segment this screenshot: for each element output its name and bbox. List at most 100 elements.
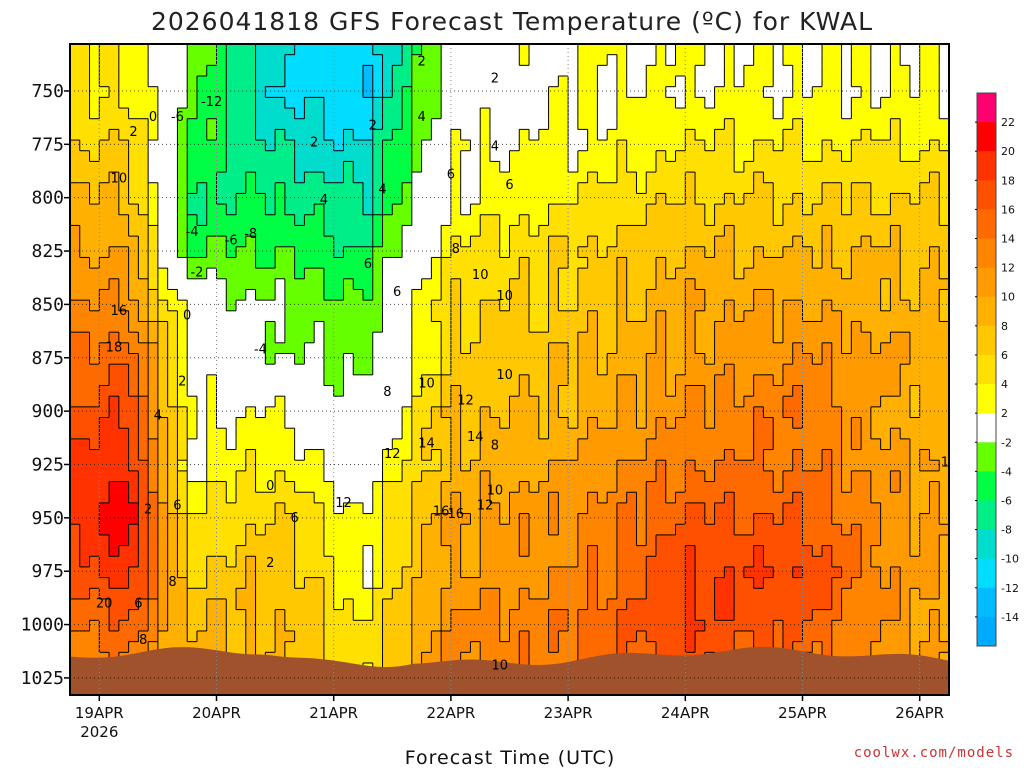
temperature-cell — [861, 374, 872, 387]
temperature-cell — [782, 374, 794, 387]
temperature-cell — [148, 598, 159, 611]
temperature-cell — [450, 556, 462, 568]
temperature-cell — [109, 332, 120, 344]
temperature-cell — [714, 449, 725, 461]
temperature-cell — [333, 598, 345, 611]
temperature-cell — [616, 577, 628, 589]
temperature-cell — [245, 289, 257, 301]
temperature-cell — [255, 513, 266, 525]
temperature-cell — [431, 257, 442, 269]
temperature-cell — [353, 641, 364, 653]
temperature-cell — [89, 513, 100, 525]
temperature-cell — [275, 513, 286, 525]
temperature-cell — [304, 342, 315, 355]
temperature-cell — [802, 502, 813, 515]
temperature-cell — [460, 513, 472, 525]
temperature-cell — [284, 236, 296, 248]
temperature-cell — [148, 620, 159, 632]
temperature-cell — [675, 289, 686, 301]
temperature-cell — [148, 332, 159, 344]
temperature-cell — [577, 630, 589, 643]
temperature-cell — [470, 44, 481, 56]
temperature-cell — [245, 300, 257, 312]
temperature-cell — [128, 161, 139, 173]
temperature-cell — [626, 492, 638, 504]
temperature-cell — [128, 470, 139, 483]
temperature-cell — [499, 44, 511, 56]
temperature-cell — [382, 620, 393, 632]
temperature-cell — [196, 577, 208, 589]
temperature-cell — [646, 534, 657, 547]
temperature-cell — [323, 268, 335, 280]
temperature-cell — [802, 417, 813, 429]
temperature-cell — [656, 513, 667, 525]
temperature-cell — [685, 598, 696, 611]
temperature-cell — [831, 172, 843, 184]
temperature-cell — [138, 428, 149, 440]
temperature-cell — [402, 385, 413, 397]
temperature-cell — [704, 502, 716, 515]
temperature-cell — [226, 492, 237, 504]
temperature-cell — [245, 502, 257, 515]
temperature-cell — [304, 257, 315, 269]
temperature-cell — [841, 278, 852, 291]
temperature-cell — [460, 342, 472, 355]
temperature-cell — [773, 470, 784, 483]
temperature-cell — [460, 396, 472, 408]
temperature-cell — [275, 481, 286, 493]
temperature-cell — [685, 76, 696, 88]
temperature-cell — [773, 65, 784, 77]
temperature-cell — [763, 278, 774, 291]
temperature-cell — [636, 481, 647, 493]
temperature-cell — [245, 374, 257, 387]
temperature-cell — [734, 556, 745, 568]
temperature-cell — [519, 577, 530, 589]
temperature-cell — [695, 545, 706, 557]
temperature-cell — [441, 129, 452, 141]
temperature-cell — [607, 97, 618, 109]
temperature-cell — [167, 545, 179, 557]
temperature-cell — [245, 161, 257, 173]
temperature-cell — [323, 108, 335, 120]
temperature-cell — [480, 588, 491, 600]
temperature-cell — [763, 620, 774, 632]
temperature-cell — [724, 150, 735, 162]
temperature-cell — [323, 566, 335, 579]
temperature-cell — [782, 204, 794, 216]
temperature-cell — [89, 150, 100, 162]
temperature-cell — [763, 300, 774, 312]
temperature-cell — [333, 502, 345, 515]
temperature-cell — [382, 513, 393, 525]
temperature-cell — [363, 385, 374, 397]
temperature-cell — [646, 204, 657, 216]
temperature-cell — [89, 332, 100, 344]
temperature-cell — [382, 214, 393, 227]
temperature-cell — [323, 353, 335, 365]
temperature-cell — [841, 246, 852, 259]
temperature-cell — [441, 161, 452, 173]
temperature-cell — [685, 630, 696, 643]
temperature-cell — [372, 481, 384, 493]
temperature-cell — [568, 428, 579, 440]
temperature-cell — [568, 193, 579, 205]
temperature-cell — [99, 609, 110, 621]
temperature-cell — [109, 321, 120, 333]
temperature-cell — [245, 342, 257, 355]
temperature-cell — [548, 524, 559, 536]
temperature-cell — [265, 76, 276, 88]
temperature-cell — [177, 438, 188, 451]
temperature-cell — [753, 268, 765, 280]
temperature-cell — [626, 246, 638, 259]
temperature-cell — [304, 193, 315, 205]
temperature-cell — [802, 182, 813, 195]
temperature-cell — [402, 534, 413, 547]
temperature-cell — [255, 332, 266, 344]
temperature-cell — [714, 374, 725, 387]
temperature-cell — [802, 97, 813, 109]
temperature-cell — [665, 172, 677, 184]
temperature-cell — [626, 385, 638, 397]
temperature-cell — [538, 300, 550, 312]
temperature-cell — [255, 556, 266, 568]
temperature-cell — [255, 193, 266, 205]
temperature-cell — [421, 289, 432, 301]
